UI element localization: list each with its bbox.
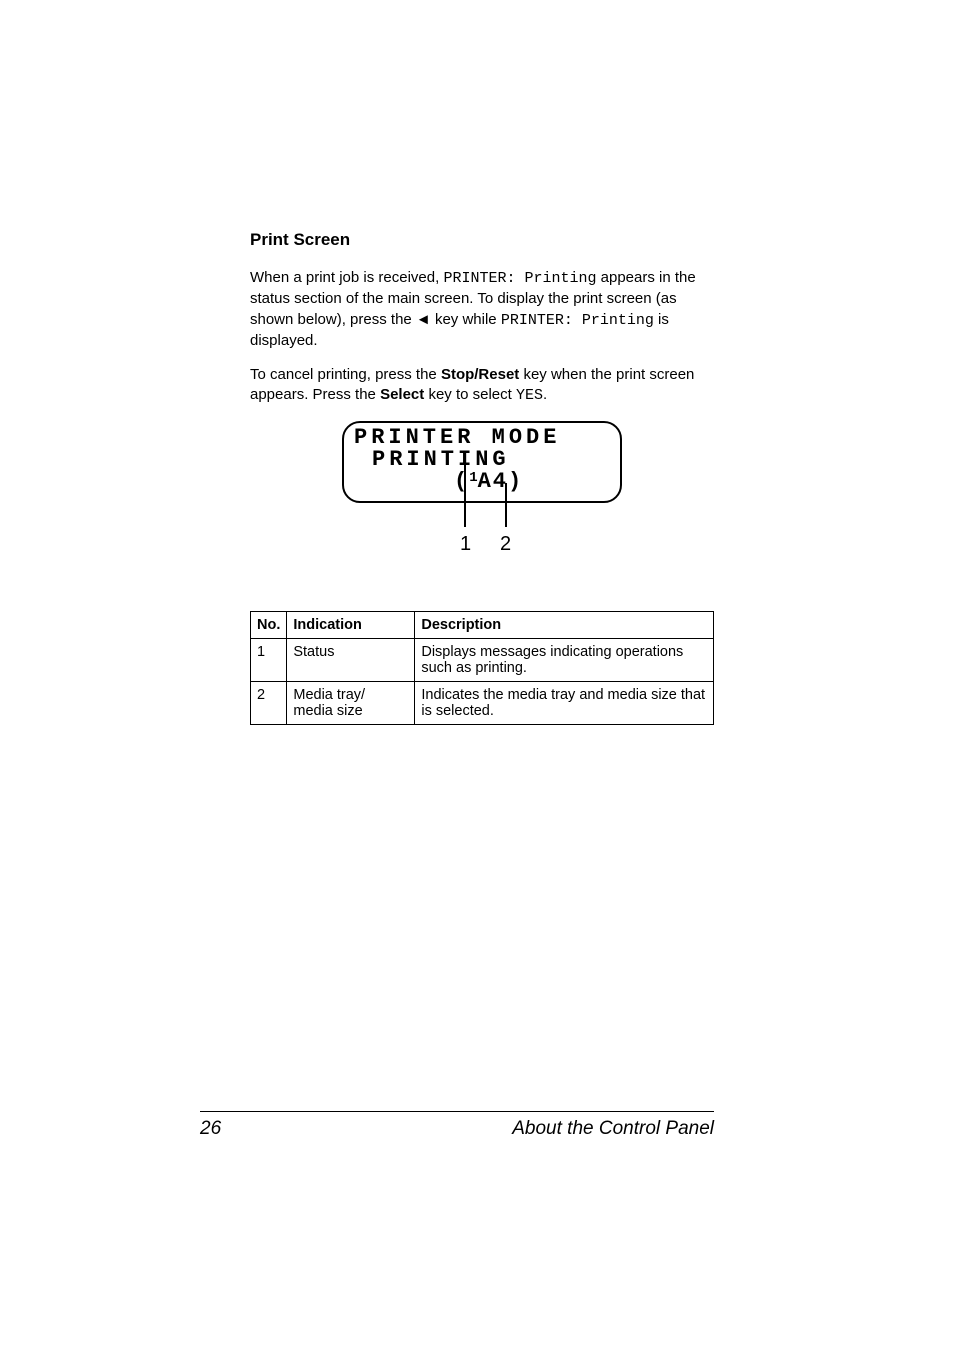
section-heading: Print Screen [250, 230, 714, 250]
cell-indication: Media tray/ media size [287, 681, 415, 724]
lcd-tray-number: 1 [469, 470, 477, 486]
page-footer: 26 About the Control Panel [200, 1111, 714, 1140]
cell-description: Displays messages indicating operations … [415, 638, 714, 681]
lcd-screen: PRINTER MODE PRINTING (1A4) [342, 421, 622, 503]
p2-text-c: key to select [424, 386, 516, 403]
footer-row: 26 About the Control Panel [200, 1118, 714, 1140]
callout-line-2 [505, 483, 507, 527]
cell-no: 2 [251, 681, 287, 724]
p2-bold-2: Select [380, 386, 424, 403]
p2-bold-1: Stop/Reset [441, 366, 519, 383]
header-description: Description [415, 611, 714, 638]
callout-number-1: 1 [460, 533, 471, 556]
p2-text-d: . [543, 386, 547, 403]
p2-text-a: To cancel printing, press the [250, 366, 441, 383]
lcd-paren-open: ( [454, 469, 469, 494]
page-number: 26 [200, 1118, 221, 1140]
table-header-row: No. Indication Description [251, 611, 714, 638]
lcd-size: A4) [478, 469, 524, 494]
header-no: No. [251, 611, 287, 638]
indication-table: No. Indication Description 1 Status Disp… [250, 611, 714, 725]
header-indication: Indication [287, 611, 415, 638]
cell-no: 1 [251, 638, 287, 681]
cell-indication: Status [287, 638, 415, 681]
callout-line-1 [464, 463, 466, 527]
lcd-line-3: (1A4) [354, 471, 610, 493]
footer-title: About the Control Panel [512, 1118, 714, 1140]
cell-description: Indicates the media tray and media size … [415, 681, 714, 724]
left-arrow-icon: ◄ [416, 311, 431, 328]
p1-text-c: key while [431, 311, 501, 328]
p1-mono-2: PRINTER: Printing [501, 312, 654, 329]
page: Print Screen When a print job is receive… [0, 0, 954, 1350]
p1-text-a: When a print job is received, [250, 269, 443, 286]
paragraph-2: To cancel printing, press the Stop/Reset… [250, 365, 714, 407]
lcd-line-2: PRINTING [354, 449, 610, 471]
table-row: 2 Media tray/ media size Indicates the m… [251, 681, 714, 724]
p2-mono: YES [516, 387, 543, 404]
p1-mono-1: PRINTER: Printing [443, 270, 596, 287]
lcd-line-1: PRINTER MODE [354, 427, 610, 449]
callout-container: 1 2 [342, 503, 622, 575]
lcd-diagram: PRINTER MODE PRINTING (1A4) 1 2 [250, 421, 714, 575]
paragraph-1: When a print job is received, PRINTER: P… [250, 268, 714, 351]
callout-number-2: 2 [500, 533, 511, 556]
table-row: 1 Status Displays messages indicating op… [251, 638, 714, 681]
footer-divider [200, 1111, 714, 1112]
